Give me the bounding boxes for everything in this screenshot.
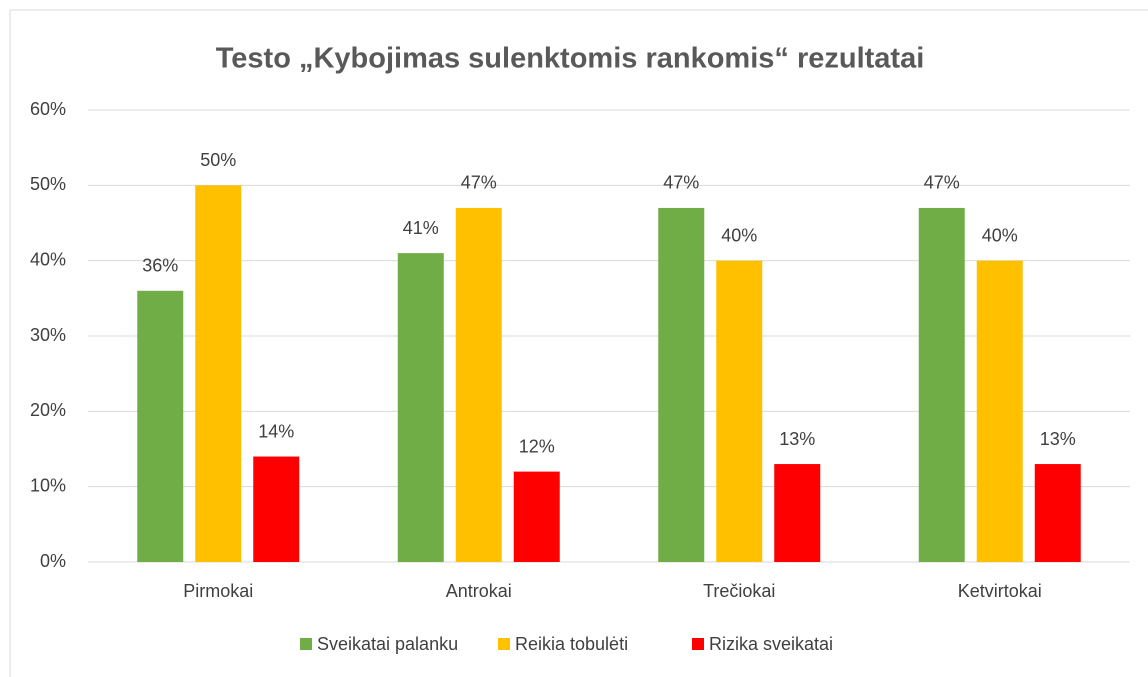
bar (774, 464, 821, 562)
data-label: 50% (200, 150, 236, 170)
legend-swatch (300, 638, 312, 650)
bar (716, 260, 763, 562)
data-label: 47% (461, 173, 497, 193)
bar (513, 471, 560, 562)
bar (137, 290, 184, 562)
data-label: 36% (142, 256, 178, 276)
data-label: 13% (1040, 429, 1076, 449)
legend-swatch (692, 638, 704, 650)
bar (195, 185, 242, 563)
legend-label: Rizika sveikatai (709, 634, 833, 654)
data-label: 13% (779, 429, 815, 449)
bar (397, 253, 444, 562)
bar (1034, 464, 1081, 562)
data-label: 41% (403, 218, 439, 238)
y-tick-label: 0% (40, 551, 66, 571)
data-label: 12% (519, 436, 555, 456)
y-tick-label: 40% (30, 249, 66, 269)
chart-title: Testo „Kybojimas sulenktomis rankomis“ r… (216, 43, 925, 75)
data-label: 47% (924, 173, 960, 193)
data-label: 40% (982, 225, 1018, 245)
y-tick-label: 50% (30, 174, 66, 194)
x-tick-label: Ketvirtokai (958, 581, 1042, 601)
bar (455, 207, 502, 562)
y-tick-label: 60% (30, 99, 66, 119)
legend-label: Sveikatai palanku (317, 634, 458, 654)
data-label: 40% (721, 225, 757, 245)
bar (658, 207, 705, 562)
bar (253, 456, 300, 562)
bar (918, 207, 965, 562)
y-tick-label: 30% (30, 325, 66, 345)
y-tick-label: 10% (30, 475, 66, 495)
bar (976, 260, 1023, 562)
x-tick-label: Pirmokai (183, 581, 253, 601)
data-label: 47% (663, 173, 699, 193)
y-tick-label: 20% (30, 400, 66, 420)
x-tick-label: Antrokai (446, 581, 512, 601)
legend-label: Reikia tobulėti (515, 634, 628, 654)
x-tick-label: Trečiokai (703, 581, 775, 601)
data-label: 14% (258, 421, 294, 441)
legend-swatch (498, 638, 510, 650)
